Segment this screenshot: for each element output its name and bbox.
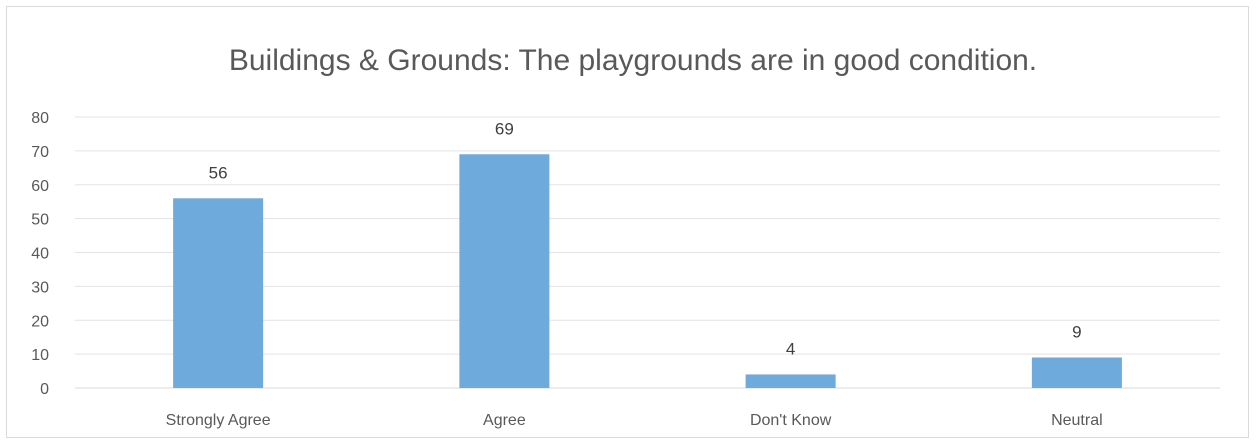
y-tick-label: 50 xyxy=(31,212,49,229)
category-label: Neutral xyxy=(1051,412,1103,429)
category-label: Agree xyxy=(483,412,526,429)
bars xyxy=(173,154,1122,388)
data-label: 69 xyxy=(495,119,514,138)
category-label: Strongly Agree xyxy=(166,412,271,429)
category-label: Don't Know xyxy=(750,412,832,429)
y-tick-label: 0 xyxy=(40,381,49,398)
y-tick-label: 60 xyxy=(31,178,49,195)
y-tick-label: 70 xyxy=(31,144,49,161)
y-tick-label: 30 xyxy=(31,279,49,296)
y-tick-label: 40 xyxy=(31,246,49,263)
bar xyxy=(1031,357,1122,388)
chart-title: Buildings & Grounds: The playgrounds are… xyxy=(229,44,1037,77)
y-tick-label: 10 xyxy=(31,347,49,364)
x-axis-categories: Strongly Agree Agree Don't Know Neutral xyxy=(166,412,1103,429)
bar xyxy=(459,154,550,388)
y-tick-label: 80 xyxy=(31,110,49,127)
data-label: 56 xyxy=(209,163,228,182)
data-label: 4 xyxy=(786,339,795,358)
bar xyxy=(173,198,264,388)
bar xyxy=(745,374,836,388)
y-tick-label: 20 xyxy=(31,313,49,330)
gridlines xyxy=(75,116,1220,389)
data-label: 9 xyxy=(1072,323,1081,342)
y-axis-ticks: 0 10 20 30 40 50 60 70 80 xyxy=(31,110,49,398)
data-labels: 56 69 4 9 xyxy=(209,119,1082,358)
